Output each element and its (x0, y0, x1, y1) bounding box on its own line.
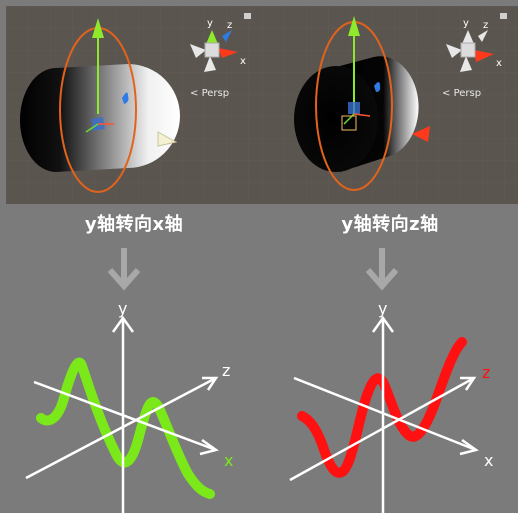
down-arrow-icon (365, 248, 399, 291)
gizmo-x-label: x (496, 58, 502, 69)
scene-view-right: y z x (262, 6, 518, 204)
plot-x-label: x (224, 451, 233, 470)
axis-diagram-right: y z x (289, 302, 493, 513)
lock-icon[interactable] (500, 13, 507, 19)
scene-view-left: y z x (6, 6, 262, 204)
plot-y-label: y (378, 302, 387, 318)
plot-z-label: z (222, 361, 230, 380)
caption-right: y轴转向z轴 (341, 214, 439, 235)
persp-text: Persp (453, 88, 482, 99)
x-axis-handle-icon[interactable] (157, 131, 178, 147)
lock-icon[interactable] (244, 13, 251, 19)
plot-z-label: z (482, 363, 490, 382)
y-axis-handle-icon[interactable] (92, 18, 104, 38)
gizmo-z-label: z (227, 20, 232, 31)
plot-x-label: x (484, 451, 493, 470)
x-axis-handle-icon[interactable] (412, 126, 430, 142)
caption-left: y轴转向x轴 (84, 214, 184, 235)
gizmo-x-label: x (240, 56, 246, 67)
down-arrow-icon (107, 248, 141, 291)
z-axis-handle-icon[interactable] (374, 82, 381, 92)
gizmo-y-label: y (463, 18, 469, 29)
sine-curve-left (36, 357, 215, 499)
y-axis-handle-icon[interactable] (348, 16, 360, 36)
chevron-left-icon: < (442, 88, 451, 99)
z-axis-handle-icon[interactable] (122, 92, 129, 104)
panel-left: y z x < Persp y轴转向x轴 y z x (6, 6, 262, 513)
sine-curve-right (297, 337, 467, 478)
persp-label-left[interactable]: < Persp (190, 88, 229, 99)
orientation-gizmo-right[interactable]: y z x (446, 18, 502, 72)
plot-y-label: y (118, 302, 127, 318)
persp-label-right[interactable]: < Persp (442, 88, 481, 99)
gizmo-z-label: z (483, 20, 488, 31)
chevron-left-icon: < (190, 88, 199, 99)
orientation-gizmo-left[interactable]: y z x (190, 18, 246, 72)
capsule-right[interactable] (294, 56, 419, 173)
gizmo-y-label: y (207, 18, 213, 29)
panel-right: y z x < Persp y轴转向z轴 y z x (262, 6, 518, 513)
persp-text: Persp (201, 88, 230, 99)
axis-diagram-left: y z x (25, 302, 233, 513)
